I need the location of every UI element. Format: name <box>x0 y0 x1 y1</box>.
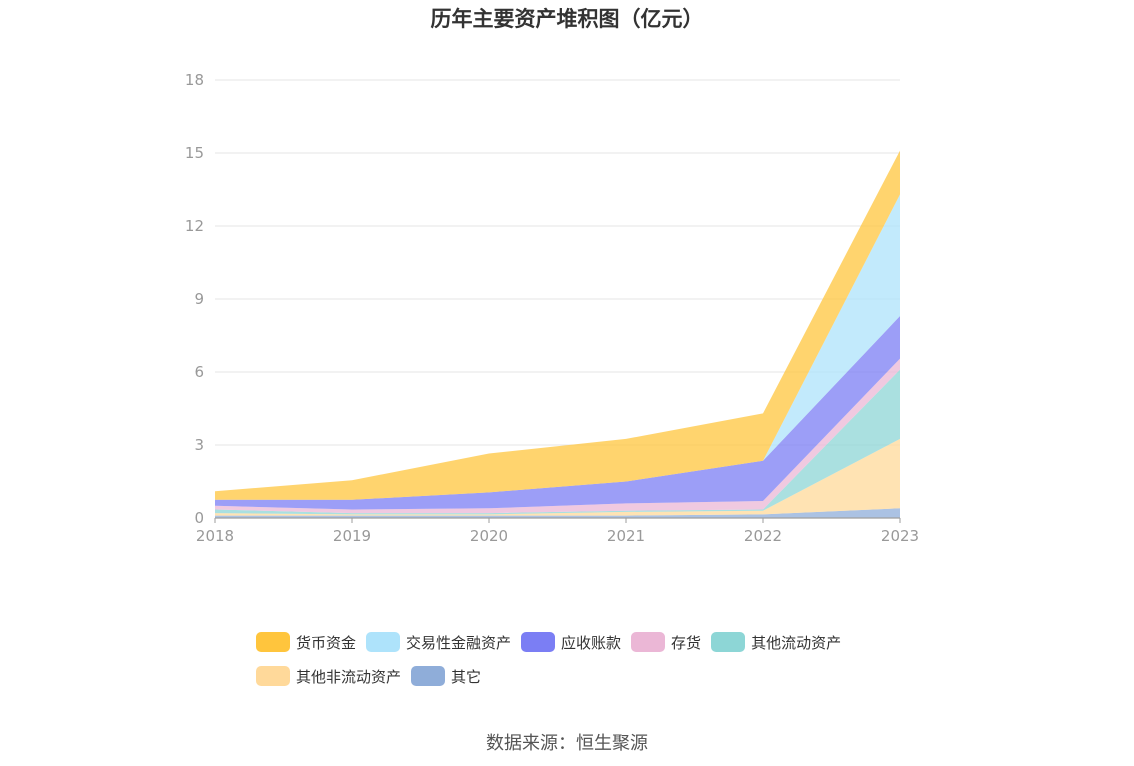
legend-label: 货币资金 <box>296 633 357 652</box>
y-tick-label: 18 <box>185 71 204 89</box>
legend-item[interactable]: 货币资金 <box>256 631 356 653</box>
x-tick-label: 2023 <box>881 527 919 545</box>
grid-lines <box>215 79 900 446</box>
legend-swatch <box>521 632 556 652</box>
y-tick-label: 0 <box>194 509 204 527</box>
legend-label: 交易性金融资产 <box>406 633 512 652</box>
chart-title: 历年主要资产堆积图（亿元） <box>430 7 704 31</box>
x-tick-label: 2019 <box>333 527 371 545</box>
legend-label: 存货 <box>671 633 702 652</box>
y-tick-label: 9 <box>194 290 204 308</box>
area-series <box>215 150 900 518</box>
legend-swatch <box>366 632 401 652</box>
area-series-其他非流动资产[interactable] <box>215 438 900 516</box>
legend-item[interactable]: 其他非流动资产 <box>256 665 401 687</box>
x-tick-label: 2022 <box>744 527 782 545</box>
legend-swatch <box>411 666 446 686</box>
x-tick-label: 2018 <box>196 527 234 545</box>
legend-swatch <box>256 666 290 686</box>
x-tick-label: 2020 <box>470 527 508 545</box>
legend-label: 其他非流动资产 <box>296 667 402 686</box>
area-series-其它[interactable] <box>215 508 900 518</box>
legend-swatch <box>256 632 290 652</box>
legend-item[interactable]: 交易性金融资产 <box>366 631 511 653</box>
legend-swatch <box>631 632 666 652</box>
x-tick-label: 2021 <box>607 527 645 545</box>
legend-item[interactable]: 其他流动资产 <box>711 631 841 653</box>
legend-item[interactable]: 应收账款 <box>521 631 621 653</box>
y-tick-label: 6 <box>194 363 204 381</box>
legend-label: 其它 <box>451 667 482 686</box>
legend-label: 应收账款 <box>561 633 622 652</box>
y-tick-label: 3 <box>194 436 204 454</box>
axes: 0 3 6 9 12 15 18 2018 2019 2020 2021 2022 2023 <box>185 71 919 545</box>
y-tick-label: 15 <box>185 144 204 162</box>
legend-item[interactable]: 其它 <box>411 665 481 687</box>
chart-legend: 货币资金 交易性金融资产 应收账款 存货 其他流动资产其他非流动资产 其它 <box>256 631 896 699</box>
y-tick-label: 12 <box>185 217 204 235</box>
legend-label: 其他流动资产 <box>751 633 842 652</box>
legend-item[interactable]: 存货 <box>631 631 701 653</box>
source-note: 数据来源：恒生聚源 <box>486 733 648 754</box>
legend-swatch <box>711 632 746 652</box>
